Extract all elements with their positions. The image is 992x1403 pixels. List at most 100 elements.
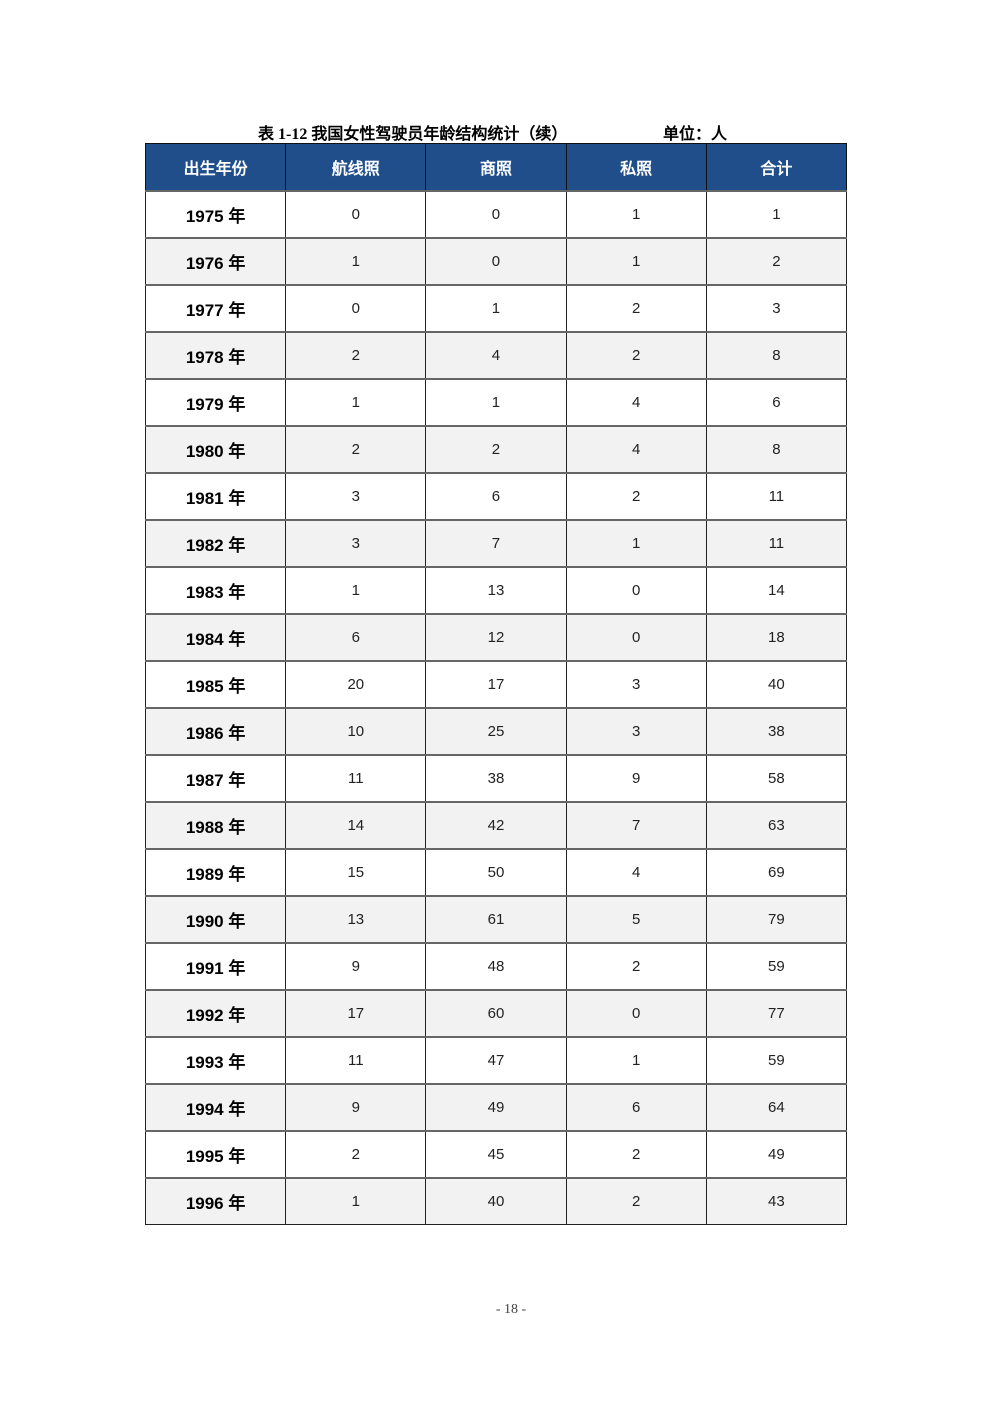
atpl-cell: 14 bbox=[285, 800, 427, 849]
cpl-cell: 0 bbox=[425, 236, 567, 285]
cpl-cell: 25 bbox=[425, 706, 567, 755]
cpl-cell: 1 bbox=[425, 283, 567, 332]
atpl-cell: 0 bbox=[285, 283, 427, 332]
atpl-cell: 2 bbox=[285, 330, 427, 379]
cpl-cell: 48 bbox=[425, 941, 567, 990]
table-row: 1996 年 1 40 2 43 bbox=[144, 1176, 848, 1225]
cpl-cell: 50 bbox=[425, 847, 567, 896]
atpl-cell: 2 bbox=[285, 1129, 427, 1178]
table-row: 1991 年 9 48 2 59 bbox=[144, 941, 848, 990]
table-row: 1990 年 13 61 5 79 bbox=[144, 894, 848, 943]
ppl-cell: 0 bbox=[565, 565, 707, 614]
ppl-cell: 2 bbox=[565, 471, 707, 520]
birth-year-cell: 1976 年 bbox=[144, 236, 287, 285]
table-row: 1994 年 9 49 6 64 bbox=[144, 1082, 848, 1131]
birth-year-cell: 1989 年 bbox=[144, 847, 287, 896]
atpl-cell: 1 bbox=[285, 377, 427, 426]
header-total: 合计 bbox=[705, 143, 848, 191]
total-cell: 11 bbox=[705, 518, 848, 567]
cpl-cell: 4 bbox=[425, 330, 567, 379]
atpl-cell: 17 bbox=[285, 988, 427, 1037]
cpl-cell: 60 bbox=[425, 988, 567, 1037]
birth-year-cell: 1996 年 bbox=[144, 1176, 287, 1225]
cpl-cell: 17 bbox=[425, 659, 567, 708]
total-cell: 58 bbox=[705, 753, 848, 802]
total-cell: 64 bbox=[705, 1082, 848, 1131]
atpl-cell: 11 bbox=[285, 1035, 427, 1084]
ppl-cell: 4 bbox=[565, 424, 707, 473]
ppl-cell: 3 bbox=[565, 706, 707, 755]
table-title: 表 1-12 我国女性驾驶员年龄结构统计（续） bbox=[258, 126, 568, 143]
cpl-cell: 0 bbox=[425, 189, 567, 238]
table-caption: 表 1-12 我国女性驾驶员年龄结构统计（续） 单位：人 bbox=[145, 120, 847, 143]
cpl-cell: 1 bbox=[425, 377, 567, 426]
total-cell: 18 bbox=[705, 612, 848, 661]
table-row: 1993 年 11 47 1 59 bbox=[144, 1035, 848, 1084]
birth-year-cell: 1978 年 bbox=[144, 330, 287, 379]
atpl-cell: 2 bbox=[285, 424, 427, 473]
ppl-cell: 2 bbox=[565, 1176, 707, 1225]
table-row: 1987 年 11 38 9 58 bbox=[144, 753, 848, 802]
birth-year-cell: 1992 年 bbox=[144, 988, 287, 1037]
atpl-cell: 3 bbox=[285, 518, 427, 567]
page-number: - 18 - bbox=[495, 1302, 527, 1317]
total-cell: 11 bbox=[705, 471, 848, 520]
total-cell: 63 bbox=[705, 800, 848, 849]
ppl-cell: 2 bbox=[565, 941, 707, 990]
header-ppl: 私照 bbox=[565, 143, 707, 191]
birth-year-cell: 1982 年 bbox=[144, 518, 287, 567]
table-row: 1986 年 10 25 3 38 bbox=[144, 706, 848, 755]
table-row: 1984 年 6 12 0 18 bbox=[144, 612, 848, 661]
header-cpl: 商照 bbox=[425, 143, 567, 191]
atpl-cell: 1 bbox=[285, 565, 427, 614]
total-cell: 14 bbox=[705, 565, 848, 614]
total-cell: 43 bbox=[705, 1176, 848, 1225]
ppl-cell: 1 bbox=[565, 1035, 707, 1084]
ppl-cell: 0 bbox=[565, 612, 707, 661]
ppl-cell: 6 bbox=[565, 1082, 707, 1131]
total-cell: 8 bbox=[705, 330, 848, 379]
cpl-cell: 49 bbox=[425, 1082, 567, 1131]
birth-year-cell: 1990 年 bbox=[144, 894, 287, 943]
atpl-cell: 15 bbox=[285, 847, 427, 896]
birth-year-cell: 1984 年 bbox=[144, 612, 287, 661]
birth-year-cell: 1987 年 bbox=[144, 753, 287, 802]
cpl-cell: 40 bbox=[425, 1176, 567, 1225]
cpl-cell: 2 bbox=[425, 424, 567, 473]
atpl-cell: 1 bbox=[285, 236, 427, 285]
atpl-cell: 13 bbox=[285, 894, 427, 943]
header-atpl: 航线照 bbox=[285, 143, 427, 191]
atpl-cell: 6 bbox=[285, 612, 427, 661]
atpl-cell: 3 bbox=[285, 471, 427, 520]
cpl-cell: 45 bbox=[425, 1129, 567, 1178]
total-cell: 59 bbox=[705, 1035, 848, 1084]
cpl-cell: 13 bbox=[425, 565, 567, 614]
birth-year-cell: 1981 年 bbox=[144, 471, 287, 520]
cpl-cell: 7 bbox=[425, 518, 567, 567]
table-row: 1995 年 2 45 2 49 bbox=[144, 1129, 848, 1178]
ppl-cell: 1 bbox=[565, 236, 707, 285]
table-row: 1983 年 1 13 0 14 bbox=[144, 565, 848, 614]
atpl-cell: 1 bbox=[285, 1176, 427, 1225]
birth-year-cell: 1979 年 bbox=[144, 377, 287, 426]
cpl-cell: 6 bbox=[425, 471, 567, 520]
cpl-cell: 12 bbox=[425, 612, 567, 661]
total-cell: 2 bbox=[705, 236, 848, 285]
atpl-cell: 9 bbox=[285, 941, 427, 990]
atpl-cell: 9 bbox=[285, 1082, 427, 1131]
total-cell: 40 bbox=[705, 659, 848, 708]
ppl-cell: 2 bbox=[565, 283, 707, 332]
birth-year-cell: 1975 年 bbox=[144, 189, 287, 238]
table-row: 1985 年 20 17 3 40 bbox=[144, 659, 848, 708]
table-row: 1989 年 15 50 4 69 bbox=[144, 847, 848, 896]
total-cell: 59 bbox=[705, 941, 848, 990]
total-cell: 6 bbox=[705, 377, 848, 426]
total-cell: 8 bbox=[705, 424, 848, 473]
table-row: 1982 年 3 7 1 11 bbox=[144, 518, 848, 567]
atpl-cell: 20 bbox=[285, 659, 427, 708]
total-cell: 69 bbox=[705, 847, 848, 896]
